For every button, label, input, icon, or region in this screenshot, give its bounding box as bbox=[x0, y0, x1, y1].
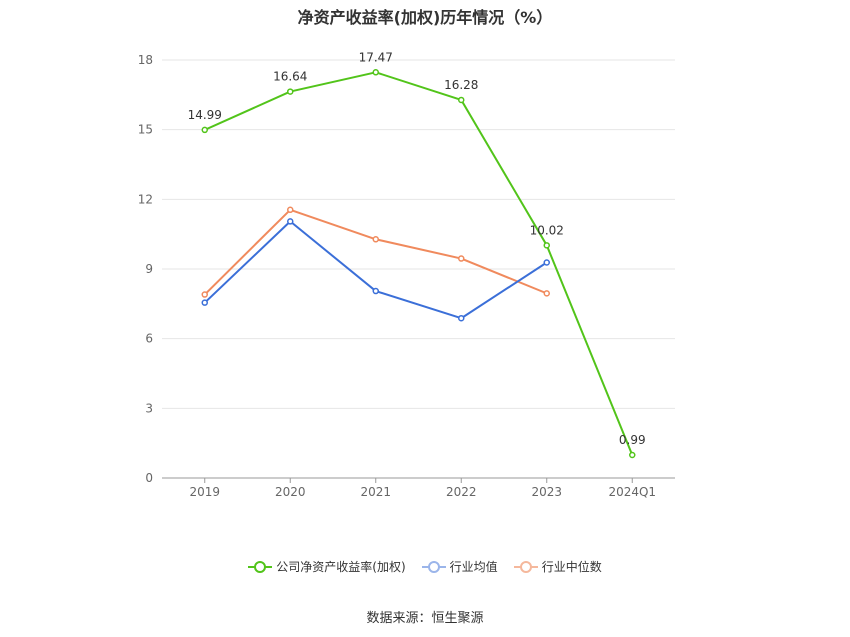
data-point bbox=[201, 299, 208, 306]
data-point bbox=[629, 451, 636, 459]
legend-label-industry-median: 行业中位数 bbox=[541, 560, 602, 574]
data-point bbox=[201, 126, 208, 134]
data-label: 16.28 bbox=[444, 78, 478, 92]
y-tick-label: 6 bbox=[145, 332, 153, 346]
legend-swatch-industry-mean bbox=[421, 560, 446, 573]
data-point bbox=[287, 218, 294, 225]
data-point bbox=[372, 236, 379, 243]
x-tick-label: 2022 bbox=[446, 485, 477, 499]
data-point bbox=[372, 69, 379, 76]
y-tick-label: 9 bbox=[145, 262, 153, 276]
data-point bbox=[458, 96, 465, 104]
legend: 公司净资产收益率(加权) 行业均值 行业中位数 bbox=[0, 558, 850, 575]
series-line-2 bbox=[204, 208, 548, 296]
x-tick-label: 2023 bbox=[531, 485, 562, 499]
legend-label-industry-mean: 行业均值 bbox=[449, 560, 498, 574]
y-tick-label: 0 bbox=[145, 471, 153, 485]
source-note: 数据来源：恒生聚源 bbox=[366, 611, 484, 626]
legend-item-industry-median[interactable]: 行业中位数 bbox=[513, 558, 602, 575]
series-line-0 bbox=[204, 71, 634, 456]
data-point bbox=[458, 314, 465, 322]
y-tick-label: 3 bbox=[145, 401, 153, 415]
y-tick-label: 15 bbox=[138, 123, 153, 137]
data-point bbox=[543, 290, 550, 297]
series-line-1 bbox=[204, 220, 548, 320]
data-label: 0.99 bbox=[619, 433, 646, 447]
data-label: 10.02 bbox=[530, 223, 564, 237]
data-label: 17.47 bbox=[359, 50, 393, 64]
data-point bbox=[287, 206, 294, 214]
legend-item-company[interactable]: 公司净资产收益率(加权) bbox=[248, 558, 406, 575]
legend-swatch-company bbox=[248, 560, 273, 573]
data-point bbox=[372, 287, 379, 295]
legend-item-industry-mean[interactable]: 行业均值 bbox=[421, 558, 498, 575]
data-point bbox=[287, 88, 294, 95]
x-tick-label: 2019 bbox=[189, 485, 220, 499]
y-tick-label: 12 bbox=[138, 192, 153, 206]
data-label: 16.64 bbox=[273, 70, 307, 84]
y-tick-label: 18 bbox=[138, 53, 153, 67]
data-point bbox=[201, 291, 208, 298]
chart-title: 净资产收益率(加权)历年情况（%） bbox=[297, 8, 553, 27]
data-point bbox=[458, 255, 465, 262]
legend-swatch-industry-median bbox=[513, 560, 538, 573]
data-point bbox=[543, 259, 550, 266]
x-tick-label: 2024Q1 bbox=[608, 485, 656, 499]
x-tick-label: 2020 bbox=[275, 485, 306, 499]
x-tick-label: 2021 bbox=[360, 485, 391, 499]
data-label: 14.99 bbox=[188, 108, 222, 122]
data-point bbox=[543, 242, 550, 249]
legend-label-company: 公司净资产收益率(加权) bbox=[276, 560, 406, 574]
